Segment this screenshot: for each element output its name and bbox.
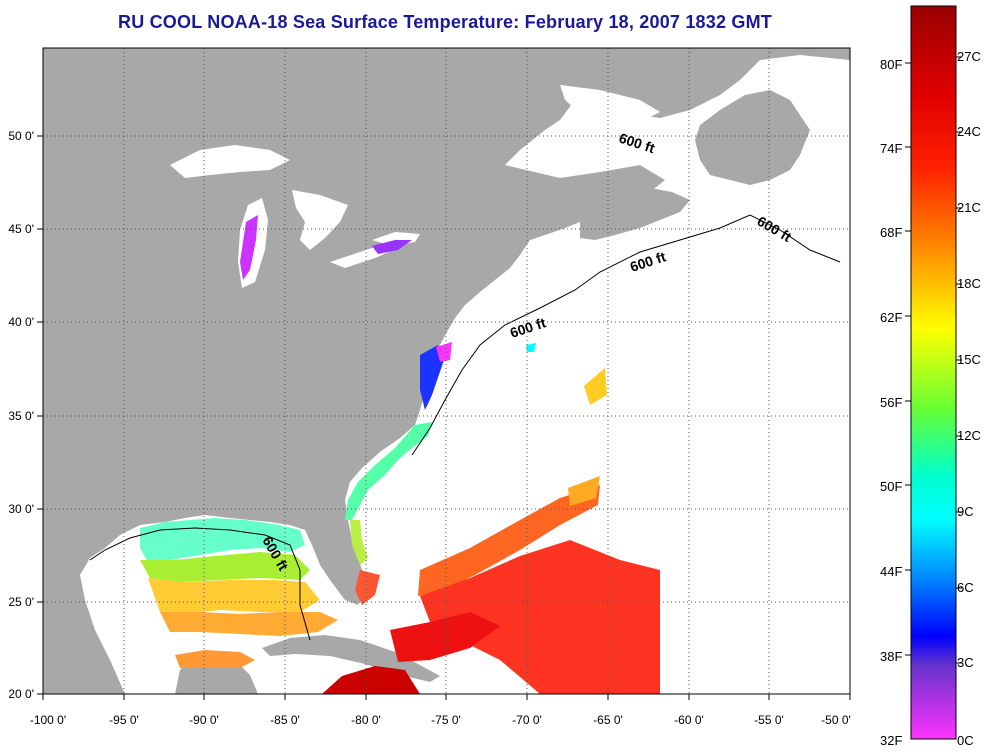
x-tick-label: -85 0' xyxy=(270,713,300,727)
colorbar-f-label: 80F xyxy=(880,57,903,72)
y-tick-label: 40 0' xyxy=(8,315,34,329)
colorbar-f-label: 44F xyxy=(880,564,903,579)
nova-scotia-land xyxy=(580,188,690,240)
x-tick-label: -70 0' xyxy=(512,713,542,727)
colorbar-gradient xyxy=(910,5,957,740)
newfoundland-land xyxy=(695,90,810,185)
colorbar-f-label: 38F xyxy=(880,649,903,664)
colorbar-f-label: 74F xyxy=(880,141,903,156)
colorbar-c-label: 27C xyxy=(957,49,981,64)
lake-huron xyxy=(292,190,348,250)
colorbar-c-label: 0C xyxy=(957,733,974,748)
lake-superior xyxy=(170,145,290,178)
x-tick-label: -95 0' xyxy=(109,713,139,727)
sst-data-layer xyxy=(140,215,660,694)
north-america-land xyxy=(43,48,850,694)
x-tick-label: -100 0' xyxy=(30,713,66,727)
y-tick-label: 20 0' xyxy=(8,687,34,701)
x-tick-label: -50 0' xyxy=(821,713,851,727)
x-tick-label: -75 0' xyxy=(431,713,461,727)
colorbar xyxy=(905,5,962,740)
x-axis-labels: -100 0' -95 0' -90 0' -85 0' -80 0' -75 … xyxy=(30,713,851,727)
colorbar-c-label: 24C xyxy=(957,124,981,139)
y-tick-label: 30 0' xyxy=(8,502,34,516)
y-tick-label: 35 0' xyxy=(8,409,34,423)
x-tick-label: -55 0' xyxy=(754,713,784,727)
tick-marks xyxy=(37,135,851,700)
y-tick-label: 45 0' xyxy=(8,222,34,236)
y-axis-labels: 20 0' 25 0' 30 0' 35 0' 40 0' 45 0' 50 0… xyxy=(8,129,34,701)
map-title: RU COOL NOAA-18 Sea Surface Temperature:… xyxy=(118,12,772,32)
graticule xyxy=(43,48,850,694)
y-tick-label: 25 0' xyxy=(8,595,34,609)
colorbar-c-label: 18C xyxy=(957,276,981,291)
colorbar-f-label: 32F xyxy=(880,733,903,748)
colorbar-c-label: 6C xyxy=(957,580,974,595)
colorbar-c-label: 15C xyxy=(957,352,981,367)
y-tick-label: 50 0' xyxy=(8,129,34,143)
colorbar-f-label: 50F xyxy=(880,479,903,494)
colorbar-c-label: 3C xyxy=(957,655,974,670)
x-tick-label: -90 0' xyxy=(189,713,219,727)
colorbar-c-label: 21C xyxy=(957,200,981,215)
x-tick-label: -80 0' xyxy=(351,713,381,727)
colorbar-f-label: 56F xyxy=(880,395,903,410)
colorbar-c-label: 9C xyxy=(957,504,974,519)
x-tick-label: -60 0' xyxy=(674,713,704,727)
isobath-600ft xyxy=(89,214,841,641)
x-tick-label: -65 0' xyxy=(593,713,623,727)
colorbar-c-label: 12C xyxy=(957,428,981,443)
colorbar-f-label: 62F xyxy=(880,310,903,325)
colorbar-f-label: 68F xyxy=(880,225,903,240)
hudson-bay-coast xyxy=(560,85,660,128)
